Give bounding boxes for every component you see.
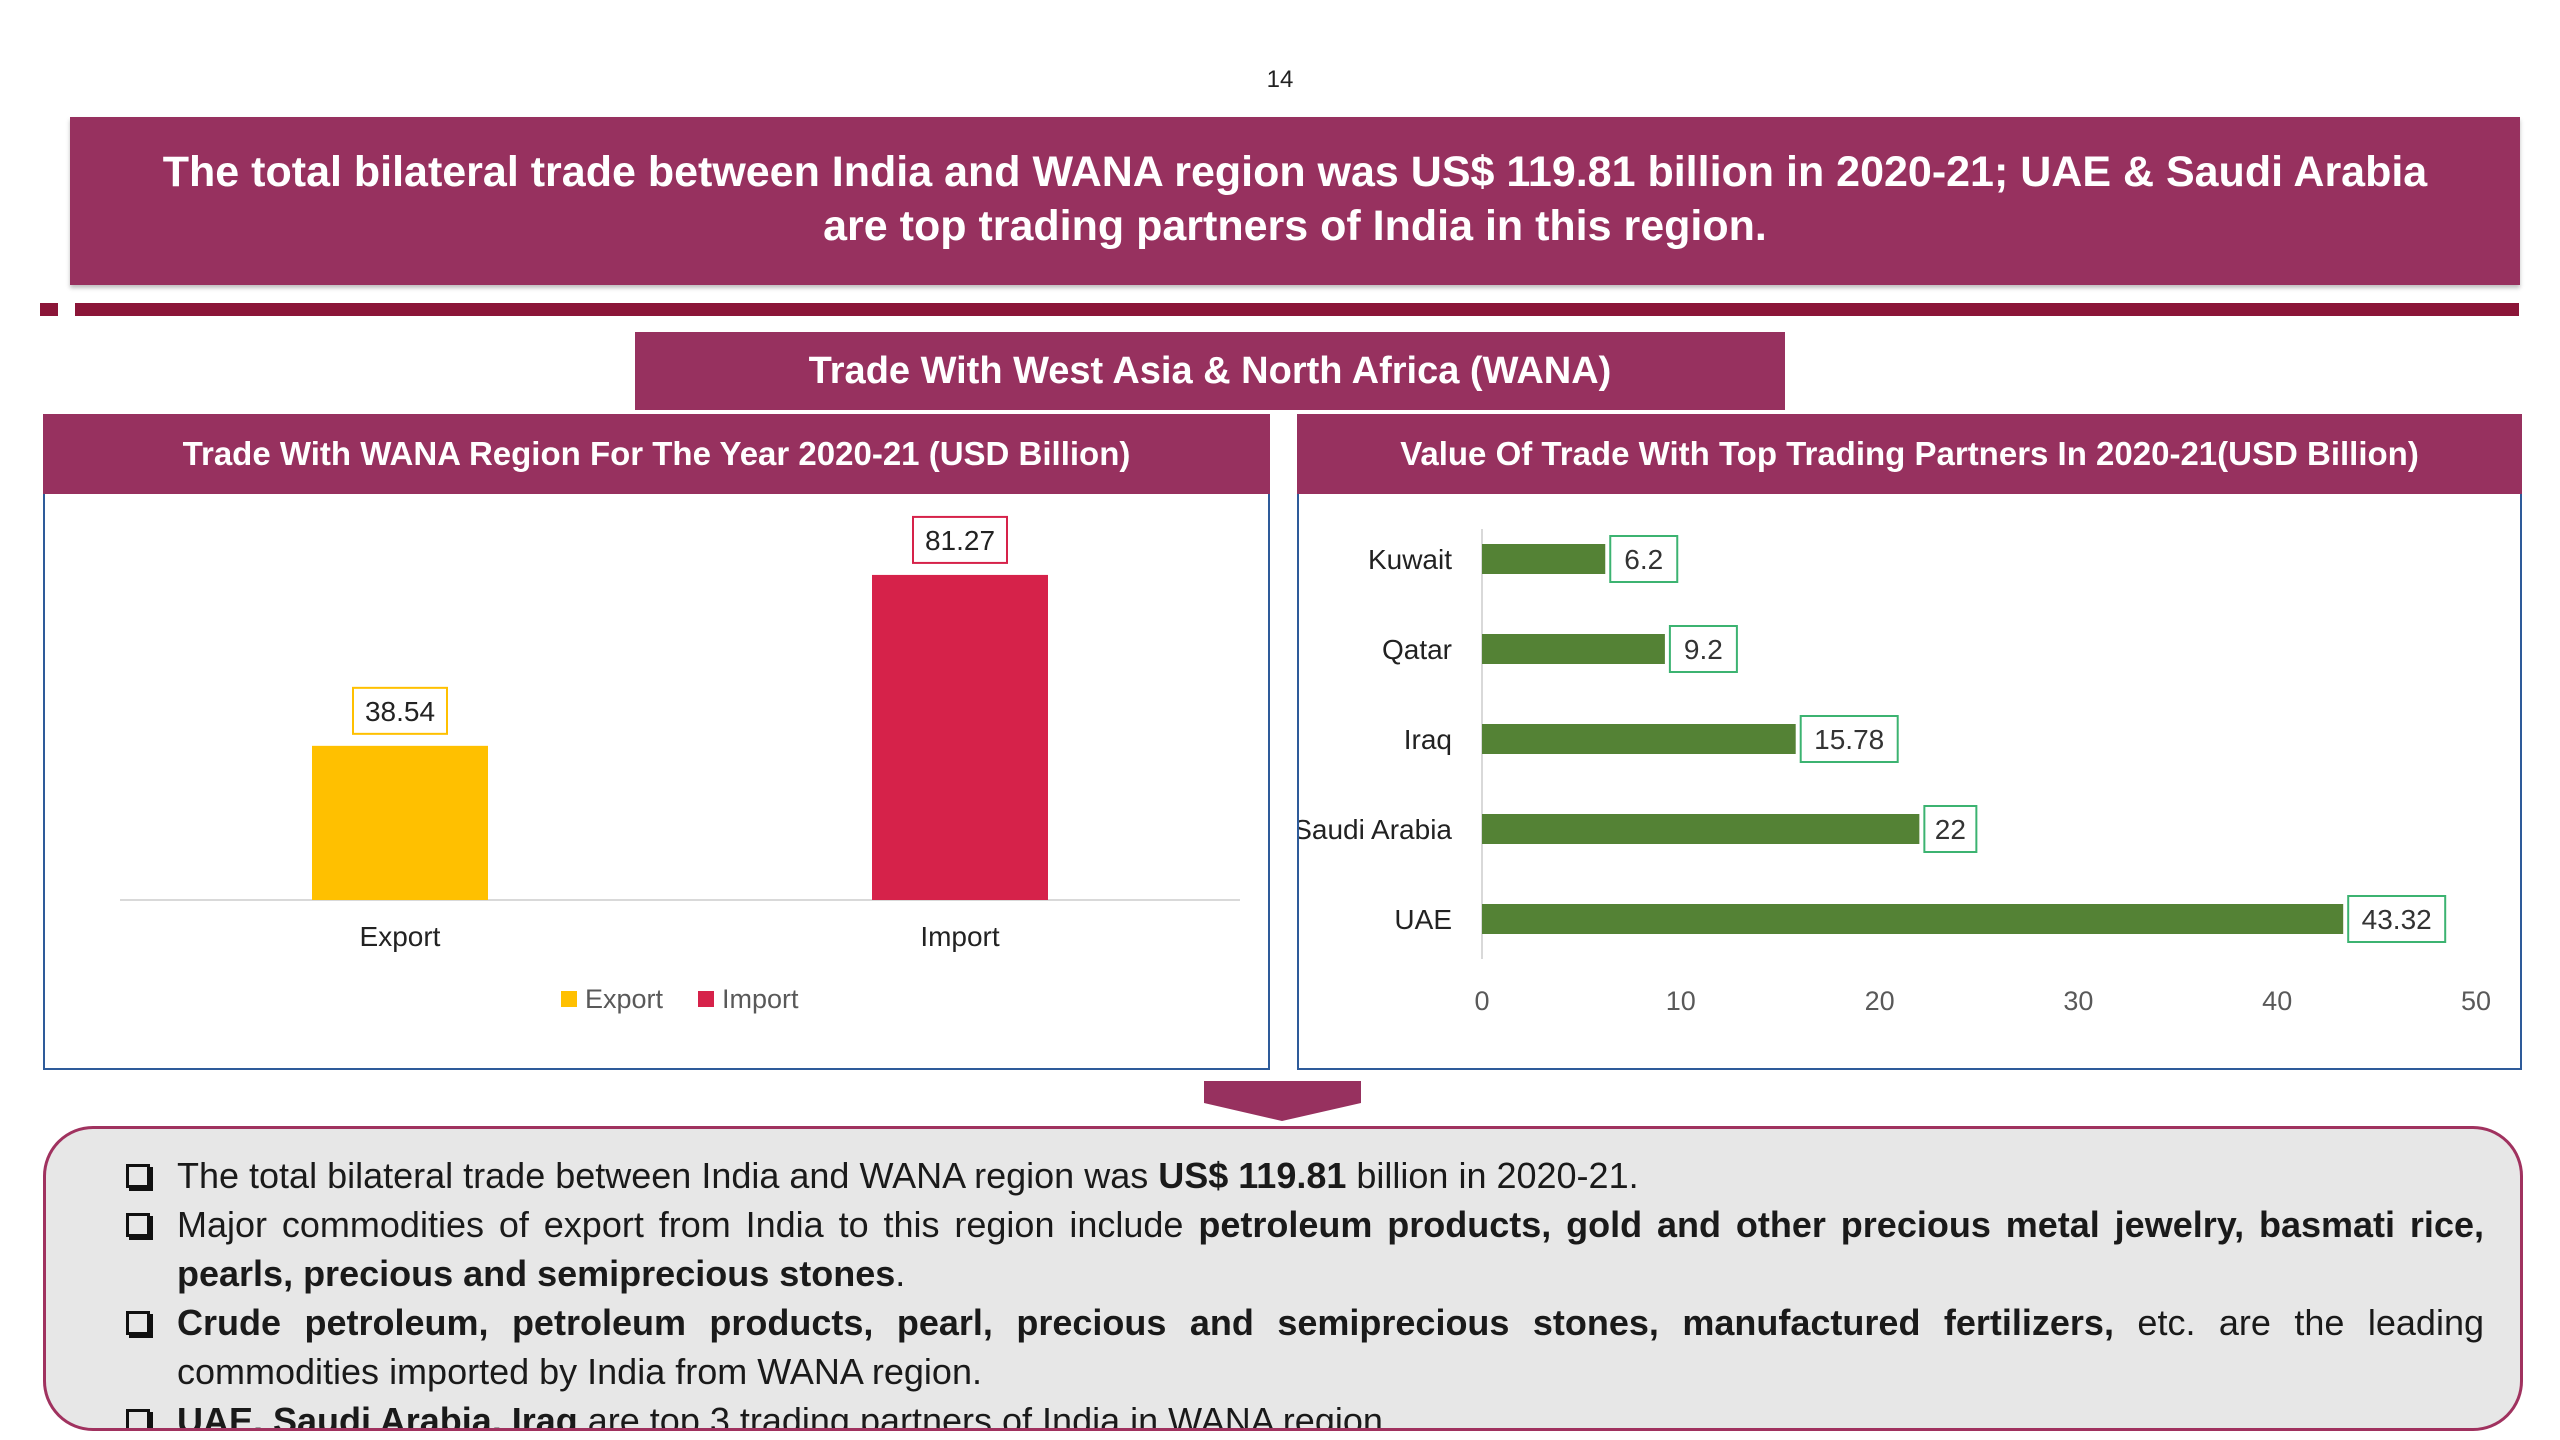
legend-label: Export [585,984,664,1014]
section-title: Trade With West Asia & North Africa (WAN… [635,332,1785,410]
data-label-box [2347,895,2447,943]
data-label: 38.54 [365,696,435,727]
checkbox-bullet-icon [126,1213,150,1237]
chart-panel-top-partners: Value Of Trade With Top Trading Partners… [1297,414,2522,1070]
bar-export [312,745,488,900]
bar-saudi-arabia [1482,814,1920,844]
x-tick-label: 40 [2262,986,2292,1016]
y-tick-label: Qatar [1382,634,1452,665]
x-tick-label: 50 [2461,986,2491,1016]
y-tick-label: UAE [1394,904,1452,935]
data-label-box [1799,715,1899,763]
bar-kuwait [1482,544,1606,574]
top-partners-chart: Kuwait 6.2 Qatar 9.2 Iraq 15.78 Saudi Arabia 22… [1299,529,2491,1016]
bar-qatar [1482,634,1665,664]
y-tick-label: Iraq [1404,724,1452,755]
note-item: UAE, Saudi Arabia, Iraq are top 3 tradin… [82,1396,2484,1428]
y-tick-label: Kuwait [1368,544,1452,575]
chart-title-top-partners: Value Of Trade With Top Trading Partners… [1297,414,2522,494]
chart-panel-region-trade: Trade With WANA Region For The Year 2020… [43,414,1270,1070]
legend-swatch [698,991,714,1007]
x-tick-label: 20 [1865,986,1895,1016]
divider-rule [75,303,2519,316]
checkbox-bullet-icon [126,1311,150,1335]
bar-import [872,574,1048,900]
note-item: Crude petroleum, petroleum products, pea… [82,1298,2484,1396]
data-label-box [1668,625,1738,673]
checkbox-bullet-icon [126,1164,150,1188]
y-tick-label: Saudi Arabia [1299,814,1452,845]
data-label: 43.32 [2362,904,2432,935]
chevron-down-icon [1204,1081,1361,1121]
region-trade-chart: 38.54 Export 81.27 Import Export Import [120,515,1240,1014]
x-tick-label: 10 [1666,986,1696,1016]
data-label: 15.78 [1814,724,1884,755]
data-label: 22 [1935,814,1966,845]
legend-label: Import [722,984,799,1014]
data-label-box [1609,535,1679,583]
x-tick-label: 30 [2063,986,2093,1016]
note-item: Major commodities of export from India t… [82,1200,2484,1298]
bar-uae [1482,904,2344,934]
note-item: The total bilateral trade between India … [82,1151,2484,1200]
data-label: 9.2 [1684,634,1723,665]
data-label-box [912,515,1008,564]
page-number: 14 [1266,66,1294,93]
x-tick-label: Import [920,921,1000,952]
data-label: 81.27 [925,525,995,556]
chart-title-region-trade: Trade With WANA Region For The Year 2020… [43,414,1270,494]
divider-marker [40,303,58,316]
x-tick-label: Export [360,921,441,952]
headline-banner: The total bilateral trade between India … [70,117,2520,285]
data-label-box [352,686,448,735]
legend-swatch [561,991,577,1007]
data-label: 6.2 [1624,544,1663,575]
checkbox-bullet-icon [126,1409,150,1428]
notes-box: The total bilateral trade between India … [43,1126,2523,1431]
bar-iraq [1482,724,1796,754]
x-tick-label: 0 [1474,986,1489,1016]
data-label-box [1923,805,1978,853]
